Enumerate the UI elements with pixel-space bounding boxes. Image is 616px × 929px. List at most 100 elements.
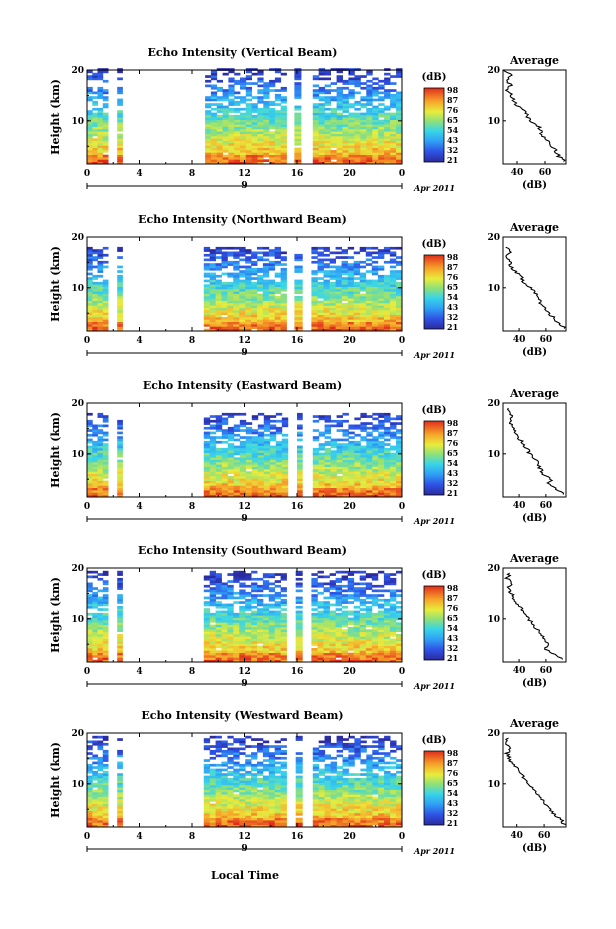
heatmap-cell	[97, 490, 104, 493]
heatmap-cell	[251, 824, 258, 828]
heatmap-cell	[209, 603, 216, 607]
heatmap-cell	[245, 575, 252, 579]
heatmap-cell	[377, 267, 385, 271]
heatmap-cell	[335, 303, 342, 306]
heatmap-cell	[342, 478, 349, 481]
heatmap-cell	[297, 424, 303, 428]
heatmap-cell	[336, 119, 343, 123]
heatmap-cell	[312, 476, 320, 479]
heatmap-cell	[240, 82, 247, 85]
average-y-tick-label: 10	[487, 284, 500, 294]
heatmap-cell	[263, 473, 271, 477]
heatmap-cell	[371, 326, 379, 329]
heatmap-cell	[97, 147, 104, 151]
heatmap-cell	[117, 766, 123, 769]
heatmap-cell	[97, 478, 104, 481]
heatmap-cell	[336, 476, 343, 479]
heatmap-cell	[245, 310, 252, 313]
heatmap-cell	[312, 438, 320, 442]
heatmap-cell	[221, 483, 229, 486]
heatmap-cell	[97, 650, 104, 653]
heatmap-cell	[389, 305, 397, 308]
heatmap-cell	[92, 810, 98, 814]
heatmap-cell	[366, 490, 373, 493]
heatmap-cell	[347, 284, 355, 287]
heatmap-cell	[360, 145, 367, 148]
heatmap-cell	[377, 324, 385, 327]
heatmap-cell	[269, 438, 277, 442]
heatmap-cell	[390, 126, 397, 130]
heatmap-cell	[102, 161, 109, 165]
heatmap-cell	[383, 324, 391, 327]
heatmap-cell	[97, 300, 104, 304]
heatmap-cell	[390, 82, 397, 85]
heatmap-cell	[335, 598, 342, 602]
heatmap-cell	[347, 596, 355, 600]
heatmap-cell	[281, 473, 289, 477]
heatmap-cell	[269, 157, 276, 160]
heatmap-cell	[335, 629, 342, 632]
heatmap-cell	[348, 452, 355, 456]
heatmap-cell	[245, 284, 252, 287]
heatmap-cell	[341, 277, 348, 280]
heatmap-cell	[353, 626, 361, 630]
heatmap-cell	[102, 143, 109, 146]
heatmap-cell	[348, 494, 355, 498]
heatmap-cell	[341, 279, 348, 283]
heatmap-cell	[335, 328, 342, 332]
heatmap-cell	[268, 582, 276, 586]
heatmap-cell	[366, 103, 373, 106]
heatmap-cell	[268, 288, 276, 292]
heatmap-cell	[295, 652, 303, 656]
heatmap-cell	[97, 124, 104, 127]
heatmap-cell	[347, 281, 355, 285]
heatmap-cell	[359, 281, 367, 285]
heatmap-cell	[203, 457, 211, 460]
heatmap-cell	[97, 589, 104, 593]
heatmap-cell	[330, 424, 337, 428]
heatmap-cell	[205, 128, 212, 132]
heatmap-cell	[311, 648, 318, 651]
heatmap-cell	[323, 641, 330, 644]
heatmap-cell	[257, 610, 264, 614]
heatmap-cell	[269, 457, 277, 460]
heatmap-cell	[262, 650, 270, 653]
heatmap-cell	[341, 638, 348, 642]
heatmap-cell	[87, 256, 93, 259]
heatmap-cell	[280, 284, 287, 287]
heatmap-cell	[330, 492, 337, 495]
heatmap-cell	[215, 582, 222, 586]
heatmap-cell	[215, 655, 222, 658]
heatmap-cell	[215, 575, 222, 579]
heatmap-cell	[239, 799, 246, 802]
heatmap-cell	[234, 150, 241, 153]
heatmap-cell	[240, 150, 247, 153]
heatmap-cell	[281, 445, 289, 449]
heatmap-cell	[390, 100, 397, 104]
heatmap-cell	[117, 100, 123, 104]
heatmap-cell	[251, 624, 258, 628]
heatmap-cell	[227, 791, 234, 795]
heatmap-cell	[354, 478, 361, 481]
heatmap-cell	[203, 452, 211, 456]
heatmap-cell	[251, 454, 259, 458]
heatmap-cell	[341, 256, 348, 259]
heatmap-cell	[221, 300, 228, 304]
heatmap-cell	[234, 114, 241, 118]
heatmap-cell	[239, 789, 246, 793]
heatmap-cell	[360, 473, 367, 477]
heatmap-cell	[251, 492, 259, 495]
colorbar-tick-label: 98	[447, 418, 459, 428]
heatmap-cell	[263, 84, 270, 88]
heatmap-cell	[353, 305, 361, 308]
heatmap-cell	[245, 780, 252, 783]
heatmap-cell	[97, 159, 104, 162]
heatmap-cell	[274, 89, 282, 92]
heatmap-cell	[378, 86, 385, 90]
heatmap-cell	[336, 114, 343, 118]
average-frame	[502, 236, 567, 332]
average-x-tick-label: 60	[540, 666, 553, 676]
heatmap-cell	[102, 573, 109, 576]
heatmap-cell	[311, 321, 318, 325]
heatmap-cell	[216, 126, 223, 130]
